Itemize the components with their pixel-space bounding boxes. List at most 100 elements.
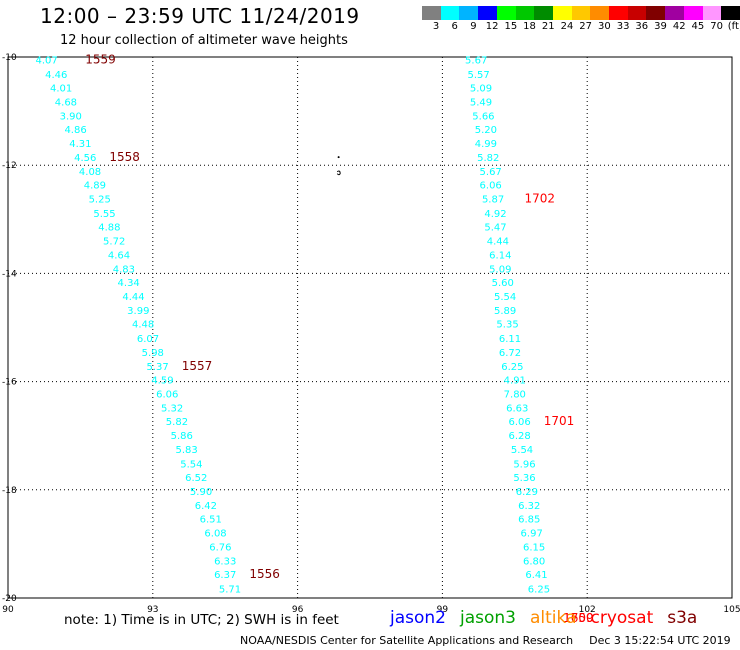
island-mark: [336, 170, 341, 176]
legend-swatch: [478, 6, 497, 20]
y-tick-label: -18: [2, 486, 17, 496]
satellite-jason2: jason2: [390, 608, 446, 628]
units-note: note: 1) Time is in UTC; 2) SWH is in fe…: [64, 612, 339, 628]
legend-swatch: [515, 6, 535, 20]
wave-height-value: 5.82: [477, 153, 499, 164]
wave-height-value: 5.87: [482, 195, 504, 206]
wave-height-value: 6.76: [209, 543, 231, 554]
time-label: 1659: [563, 611, 594, 625]
legend-label: 3: [432, 21, 440, 32]
y-tick-label: -10: [2, 53, 17, 63]
legend-swatch: [496, 6, 516, 20]
wave-height-value: 4.44: [487, 236, 509, 247]
legend-swatch: [459, 6, 479, 20]
legend-swatch: [627, 6, 647, 20]
wave-height-value: 5.67: [465, 56, 487, 67]
wave-height-value: 6.63: [506, 404, 528, 415]
time-label: 1557: [182, 359, 213, 373]
y-tick-label: -14: [2, 269, 17, 279]
satellite-s3a: s3a: [667, 608, 698, 628]
y-tick-label: -20: [2, 594, 17, 604]
wave-height-value: 6.32: [518, 501, 540, 512]
wave-height-value: 4.08: [79, 167, 101, 178]
satellite-key: jason2 jason3 altika cryosat s3a: [390, 608, 711, 628]
chart-subtitle: 12 hour collection of altimeter wave hei…: [60, 33, 348, 48]
wave-height-value: 4.86: [64, 125, 86, 136]
time-label: 1559: [85, 53, 116, 67]
wave-height-value: 5.09: [470, 83, 492, 94]
wave-height-value: 4.64: [108, 250, 130, 261]
wave-height-value: 6.41: [525, 570, 547, 581]
wave-height-value: 6.06: [480, 181, 502, 192]
legend-swatch: [721, 6, 740, 20]
wave-height-value: 4.56: [74, 153, 96, 164]
legend-swatch: [609, 6, 628, 20]
satellite-jason3: jason3: [460, 608, 516, 628]
satellite-altika: altika: [530, 608, 577, 628]
wave-height-value: 6.06: [508, 417, 530, 428]
wave-height-value: 6.25: [528, 584, 550, 595]
y-tick-label: -16: [2, 378, 17, 388]
island-mark: [337, 156, 340, 159]
y-tick-label: -12: [2, 161, 17, 171]
wave-height-value: 6.11: [499, 334, 521, 345]
legend-swatch: [646, 6, 666, 20]
legend-swatch: [440, 6, 460, 20]
wave-height-value: 5.54: [511, 445, 533, 456]
legend-label: 18: [523, 21, 536, 32]
wave-height-value: 5.96: [513, 459, 535, 470]
wave-height-value: 6.52: [185, 473, 207, 484]
x-tick-label: 96: [292, 605, 304, 615]
legend-label: 39: [654, 21, 667, 32]
wave-height-value: 5.25: [89, 195, 111, 206]
wave-height-value: 4.07: [35, 56, 57, 67]
legend-swatch: [552, 6, 572, 20]
satellite-cryosat: cryosat: [590, 608, 654, 628]
legend-swatch: [590, 6, 610, 20]
wave-height-value: 6.72: [499, 348, 521, 359]
wave-height-value: 5.67: [480, 167, 502, 178]
legend-label: 27: [579, 21, 593, 32]
color-legend: [422, 6, 740, 20]
wave-height-value: 6.29: [516, 487, 538, 498]
x-tick-label: 102: [579, 605, 596, 615]
legend-label: 6: [451, 21, 458, 32]
time-label: 1702: [524, 192, 555, 206]
wave-height-value: 4.83: [113, 265, 135, 276]
wave-height-value: 5.83: [175, 445, 197, 456]
wave-height-value: 6.08: [204, 529, 226, 540]
wave-height-value: 5.49: [470, 97, 492, 108]
credit-text: NOAA/NESDIS Center for Satellite Applica…: [240, 634, 574, 647]
legend-swatch: [683, 6, 703, 20]
legend-label: 42: [672, 21, 686, 32]
legend-label: 30: [598, 21, 611, 32]
legend-swatch: [534, 6, 553, 20]
wave-height-value: 4.99: [475, 139, 497, 150]
wave-height-value: 5.71: [219, 584, 241, 595]
wave-height-value: 4.91: [504, 375, 526, 386]
legend-label: 21: [541, 21, 555, 32]
wave-height-value: 6.85: [518, 514, 540, 525]
wave-height-value: 4.01: [50, 83, 72, 94]
wave-height-value: 5.90: [190, 487, 212, 498]
wave-height-value: 5.47: [484, 222, 506, 233]
wave-height-value: 6.14: [489, 250, 511, 261]
legend-swatch: [571, 6, 591, 20]
wave-height-value: 6.25: [501, 362, 523, 373]
wave-height-value: 6.42: [195, 501, 217, 512]
legend-label: 45: [691, 21, 705, 32]
legend-label: 9: [470, 21, 477, 32]
legend-label: 33: [616, 21, 630, 32]
wave-height-value: 4.89: [84, 181, 106, 192]
wave-height-value: 6.51: [200, 514, 222, 525]
wave-height-value: 6.15: [523, 543, 545, 554]
wave-height-value: 5.89: [494, 306, 516, 317]
wave-height-value: 5.37: [146, 362, 168, 373]
wave-height-value: 4.44: [122, 292, 144, 303]
time-label: 1701: [544, 414, 575, 428]
legend-label: 15: [504, 21, 518, 32]
time-label: 1556: [249, 567, 280, 581]
legend-label: 24: [560, 21, 574, 32]
wave-height-value: 6.97: [521, 529, 543, 540]
